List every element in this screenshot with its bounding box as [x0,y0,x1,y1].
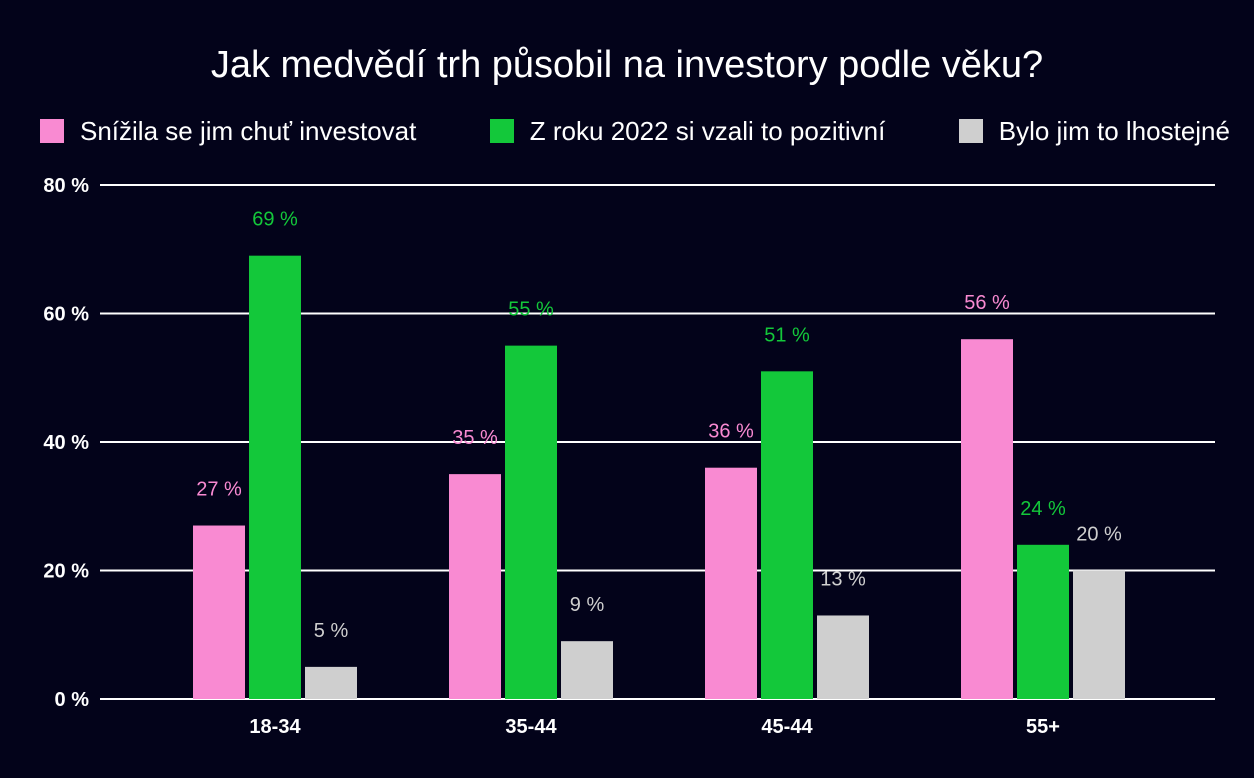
data-label: 9 % [570,594,605,616]
data-label: 36 % [708,421,754,443]
data-label: 69 % [252,209,298,231]
x-tick-label: 18-34 [249,716,301,738]
bar [249,255,301,700]
bar [705,467,757,699]
data-label: 27 % [196,479,242,501]
legend-label: Snížila se jim chuť investovat [80,115,417,146]
legend: Snížila se jim chuť investovat Z roku 20… [40,112,1230,150]
data-label: 24 % [1020,498,1066,520]
data-label: 20 % [1076,524,1122,546]
y-tick-label: 80 % [43,175,89,197]
y-tick-label: 40 % [43,432,89,454]
bar [1073,570,1125,699]
bar [1017,544,1069,699]
legend-item-decreased: Snížila se jim chuť investovat [40,116,416,147]
bar [193,525,245,699]
legend-swatch-green [489,119,514,143]
y-tick-label: 0 % [55,689,90,711]
legend-swatch-pink [40,119,64,143]
legend-item-indifferent: Bylo jim to lhostejné [958,115,1230,147]
bar [449,474,501,699]
data-label: 13 % [820,568,866,590]
bar [505,345,557,699]
data-label: 5 % [314,620,349,642]
legend-label: Z roku 2022 si vzali to pozitivní [529,115,886,146]
bar [817,615,869,699]
bar [305,666,357,699]
chart-title: Jak medvědí trh působil na investory pod… [210,44,1044,86]
x-tick-label: 35-44 [505,716,557,738]
legend-label: Bylo jim to lhostejné [998,115,1230,146]
data-label: 51 % [764,324,810,346]
legend-swatch-grey [958,119,983,143]
x-tick-label: 55+ [1026,716,1060,738]
data-label: 35 % [452,427,498,449]
legend-item-positive: Z roku 2022 si vzali to pozitivní [489,115,886,147]
x-tick-label: 45-44 [761,716,813,738]
data-label: 56 % [964,292,1010,314]
bar [961,339,1013,699]
bar [761,371,813,699]
bar [561,641,613,699]
y-tick-label: 60 % [43,304,89,326]
data-label: 55 % [508,299,554,321]
y-tick-label: 20 % [43,561,89,583]
